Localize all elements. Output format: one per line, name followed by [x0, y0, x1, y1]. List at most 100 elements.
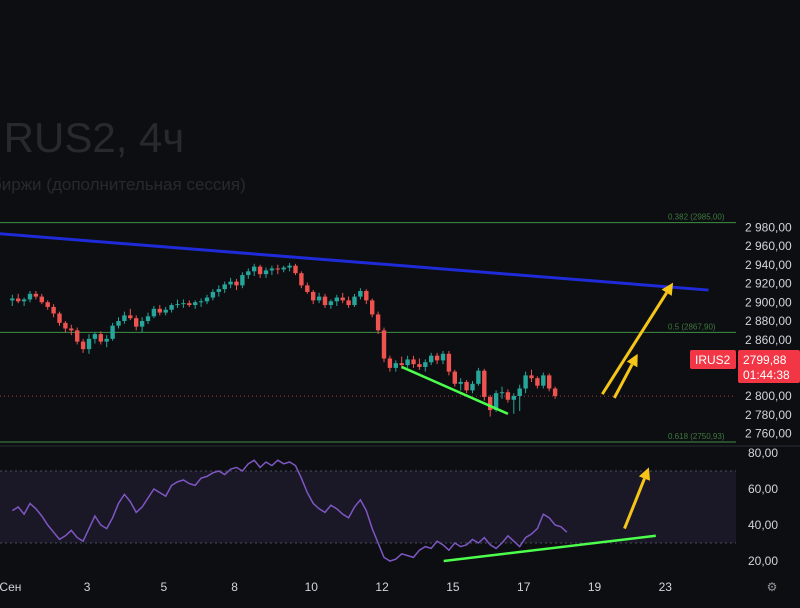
rsi-forecast-arrow-shaft: [623, 477, 646, 530]
candle-body: [92, 334, 98, 339]
support-line[interactable]: [401, 365, 509, 415]
date-tick-label: 8: [231, 580, 238, 594]
candle-body: [98, 334, 103, 342]
candle-body: [145, 316, 151, 321]
candle-body: [411, 359, 416, 365]
forecast-arrow-shaft: [601, 291, 668, 395]
candle-body: [240, 275, 245, 286]
candle-body: [169, 305, 174, 310]
fib-level-label: 0.5 (2867,90): [668, 322, 716, 331]
time-axis[interactable]: Сен 3 5 8 10 12 15 17 19 23: [0, 580, 672, 594]
candle-body: [80, 341, 86, 350]
candle-body: [393, 363, 398, 368]
price-tick-label: 2 920,00: [745, 277, 792, 291]
candle-body: [423, 362, 428, 367]
candle-body: [139, 321, 145, 327]
rsi-pane: [0, 445, 800, 544]
forecast-arrow-shaft: [612, 363, 634, 399]
candle-body: [57, 313, 62, 323]
candle-body: [275, 268, 280, 270]
rsi-polyline: [11, 459, 568, 562]
candle-body: [370, 300, 375, 315]
price-tick-label: 2 800,00: [745, 389, 792, 403]
candle-body: [269, 268, 275, 271]
candle-body: [69, 328, 74, 331]
candle-body: [299, 273, 304, 286]
candle-body: [234, 281, 239, 286]
forecast-arrow-head: [626, 353, 638, 368]
candle-body: [63, 322, 68, 329]
candle-body: [458, 381, 463, 384]
candle-body: [134, 318, 139, 327]
candle-body: [535, 378, 540, 386]
candle-body: [33, 293, 39, 297]
rsi-axis[interactable]: 80,00 60,00 40,00 20,00: [748, 446, 778, 568]
gear-icon[interactable]: ⚙: [766, 580, 778, 594]
candle-body: [228, 281, 233, 285]
price-tick-label: 2 780,00: [745, 408, 792, 422]
candle-body: [86, 338, 92, 350]
candle-body: [316, 296, 322, 301]
candle-body: [10, 298, 15, 301]
price-tag: IRUS2 2799,88 01:44:38: [690, 350, 800, 383]
candle-body: [75, 330, 80, 342]
candle-body: [175, 304, 180, 306]
candle-body: [470, 383, 475, 391]
candle-body: [311, 291, 316, 301]
forecast-arrow-head: [661, 282, 674, 296]
watermark-symbol: IRUS2, 4ч: [0, 114, 184, 161]
fib-level-label: 0.618 (2750,93): [668, 432, 725, 441]
price-tick-label: 2 900,00: [745, 295, 792, 309]
candle-body: [334, 297, 339, 302]
candle-body: [476, 370, 481, 384]
rsi-band: [0, 471, 736, 543]
candle-body: [198, 301, 204, 303]
candle-body: [340, 297, 345, 301]
price-tick-label: 2 940,00: [745, 258, 792, 272]
candle-body: [547, 375, 552, 389]
candle-body: [552, 388, 558, 396]
candle-body: [293, 265, 298, 274]
candle-body: [505, 392, 511, 400]
date-tick-label: 19: [588, 580, 602, 594]
candle-body: [440, 353, 446, 361]
rsi-line: [11, 459, 568, 562]
candle-body: [511, 396, 516, 400]
trendline-path: [0, 232, 709, 292]
support-line-path: [401, 365, 509, 415]
price-tick-label: 2 980,00: [745, 220, 792, 234]
price-tick-label: 2 960,00: [745, 239, 792, 253]
bottom-strip-bg: [0, 600, 800, 608]
candle-body: [45, 302, 50, 307]
candle-body: [434, 355, 440, 361]
forecast-arrows[interactable]: [601, 282, 674, 399]
trendline[interactable]: [0, 230, 709, 292]
candle-body: [163, 309, 168, 313]
candle-body: [381, 330, 387, 359]
candle-body: [529, 375, 534, 379]
rsi-drawings[interactable]: [443, 467, 656, 563]
bottom-toolbar: [0, 600, 800, 608]
candle-body: [116, 321, 121, 326]
date-tick-label: 15: [446, 580, 460, 594]
candle-body: [523, 375, 528, 389]
candle-body: [488, 396, 493, 411]
candle-body: [128, 315, 133, 319]
price-tag-symbol-bg: [690, 350, 736, 369]
candle-body: [452, 371, 457, 384]
price-tag-price: 2799,88: [743, 353, 787, 367]
price-tick-label: 2 880,00: [745, 314, 792, 328]
candle-body: [16, 298, 21, 302]
candle-body: [222, 284, 227, 290]
candle-body: [322, 296, 328, 306]
candle-body: [499, 392, 505, 394]
candle-body: [39, 296, 44, 303]
candle-body: [122, 315, 127, 321]
candles: [10, 262, 558, 417]
price-tag-symbol: IRUS2: [695, 353, 731, 367]
price-tag-timer: 01:44:38: [743, 368, 790, 382]
candle-body: [387, 358, 393, 368]
candle-body: [246, 271, 251, 276]
rsi-tick-label: 80,00: [748, 446, 778, 460]
